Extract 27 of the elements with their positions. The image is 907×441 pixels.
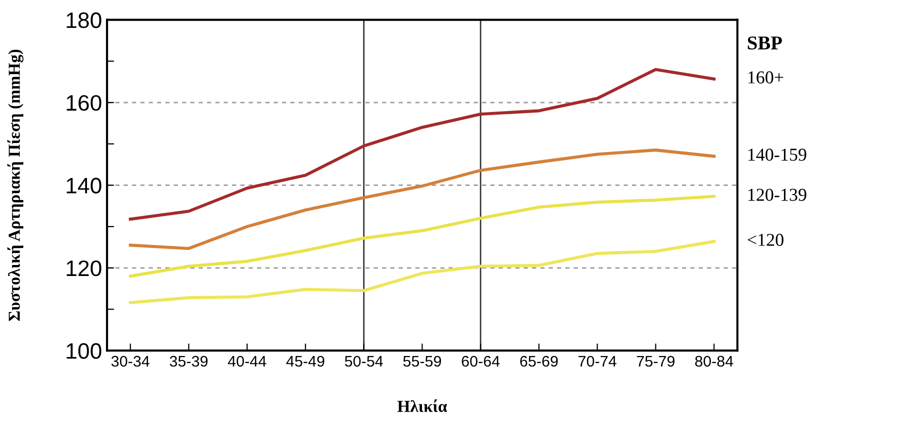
series-label: 120-139	[748, 188, 806, 201]
line-series	[128, 148, 716, 250]
x-tick-label: 40-44	[228, 356, 266, 367]
y-tick-label: 140	[66, 178, 102, 194]
line-series	[128, 68, 716, 221]
x-tick-label: 55-59	[403, 356, 442, 367]
line-series	[128, 194, 716, 278]
x-tick-label: 45-49	[286, 356, 324, 367]
y-tick-label: 180	[66, 12, 102, 28]
line-series	[128, 240, 716, 304]
series-label: 140-159	[748, 148, 806, 161]
y-tick-label: 100	[66, 343, 102, 359]
x-tick-label: 80-84	[695, 356, 734, 367]
x-tick-label: 60-64	[462, 356, 500, 367]
x-tick-label: 75-79	[636, 356, 674, 367]
x-tick-label: 65-69	[520, 356, 558, 367]
x-tick-label: 30-34	[111, 356, 150, 367]
y-tick-label: 160	[66, 95, 102, 111]
x-tick-label: 70-74	[578, 356, 616, 367]
legend-title: SBP	[748, 36, 782, 50]
series-label: 160+	[748, 71, 784, 84]
series-label: <120	[748, 234, 784, 246]
x-tick-label: 35-39	[170, 356, 208, 367]
y-axis-title: Συστολική Αρτηριακή Πίεση (mmHg)	[7, 50, 24, 321]
x-axis-title: Ηλικία	[397, 399, 448, 412]
y-tick-label: 120	[66, 260, 102, 276]
x-tick-label: 50-54	[344, 356, 383, 367]
